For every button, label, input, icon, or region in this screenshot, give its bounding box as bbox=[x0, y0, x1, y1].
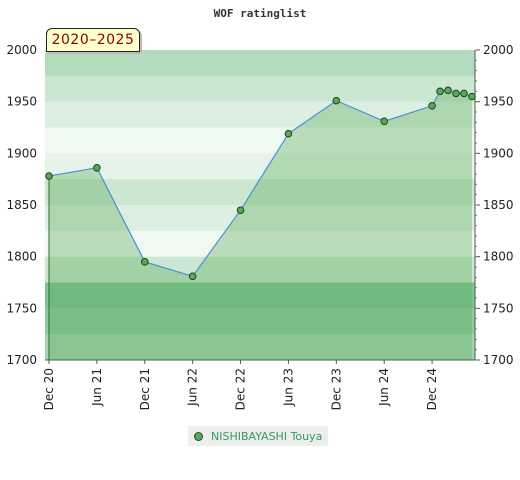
data-points bbox=[45, 86, 476, 281]
background-band bbox=[45, 230, 475, 258]
background-band bbox=[45, 153, 475, 180]
x-tick-label: Dec 21 bbox=[138, 368, 152, 410]
background-band bbox=[45, 127, 475, 154]
y-tick-label-left: 1950 bbox=[6, 95, 37, 109]
data-point bbox=[444, 86, 452, 95]
legend-label: NISHIBAYASHI Touya bbox=[211, 429, 323, 443]
background-band bbox=[45, 50, 475, 77]
background-band bbox=[45, 179, 475, 206]
background-band bbox=[45, 75, 475, 103]
y-tick-label-left: 1750 bbox=[6, 301, 37, 315]
data-point bbox=[452, 89, 460, 98]
series-area bbox=[49, 90, 472, 361]
y-tick-label-left: 1800 bbox=[6, 250, 37, 264]
y-axis-right: 1700 1750 1800 1850 1900 1950 2000 bbox=[475, 43, 514, 367]
background-band bbox=[45, 282, 475, 309]
y-tick-label-right: 1950 bbox=[483, 95, 514, 109]
date-range-badge: 2020–2025 bbox=[46, 28, 140, 52]
x-tick-label: Jun 23 bbox=[281, 368, 295, 407]
data-point bbox=[140, 258, 149, 266]
data-point bbox=[93, 164, 101, 172]
data-point bbox=[380, 117, 389, 126]
y-tick-label-right: 2000 bbox=[483, 43, 514, 57]
data-point bbox=[428, 102, 436, 110]
background-band bbox=[45, 256, 475, 283]
x-tick-label: Jun 22 bbox=[186, 368, 200, 407]
background-band bbox=[45, 205, 475, 232]
legend-marker-icon bbox=[194, 431, 203, 441]
y-tick-label-right: 1900 bbox=[483, 146, 514, 160]
data-point bbox=[436, 87, 444, 96]
y-tick-label-left: 1850 bbox=[6, 198, 37, 212]
chart-title: WOF ratinglist bbox=[214, 7, 307, 20]
background-band bbox=[45, 308, 475, 335]
legend[interactable]: NISHIBAYASHI Touya bbox=[188, 426, 329, 446]
y-tick-label-right: 1700 bbox=[483, 353, 514, 367]
x-tick-label: Dec 20 bbox=[42, 368, 56, 410]
data-point bbox=[188, 272, 197, 281]
y-tick-label-left: 2000 bbox=[6, 43, 37, 57]
date-range-label: 2020–2025 bbox=[51, 32, 135, 48]
data-point bbox=[45, 172, 53, 180]
background-bands bbox=[45, 50, 475, 361]
y-tick-label-left: 1700 bbox=[6, 353, 37, 367]
x-tick-label: Dec 24 bbox=[425, 368, 439, 410]
x-tick-label: Jun 24 bbox=[377, 368, 391, 407]
data-point bbox=[460, 89, 468, 98]
background-band bbox=[45, 334, 475, 361]
x-tick-label: Dec 23 bbox=[329, 368, 343, 410]
y-tick-label-right: 1850 bbox=[483, 198, 514, 212]
y-tick-label-right: 1800 bbox=[483, 250, 514, 264]
x-tick-label: Jun 21 bbox=[90, 368, 104, 407]
x-tick-label: Dec 22 bbox=[234, 368, 248, 410]
data-point bbox=[236, 206, 245, 214]
data-point bbox=[332, 96, 341, 105]
data-point bbox=[284, 129, 293, 138]
x-axis: Dec 20 Jun 21 Dec 21 Jun 22 Dec 22 Jun 23 Dec … bbox=[42, 360, 439, 410]
y-axis-left: 1700 1750 1800 1850 1900 1950 2000 bbox=[6, 43, 37, 367]
data-point bbox=[468, 92, 476, 101]
y-tick-label-right: 1750 bbox=[483, 301, 514, 315]
y-tick-label-left: 1900 bbox=[6, 146, 37, 160]
